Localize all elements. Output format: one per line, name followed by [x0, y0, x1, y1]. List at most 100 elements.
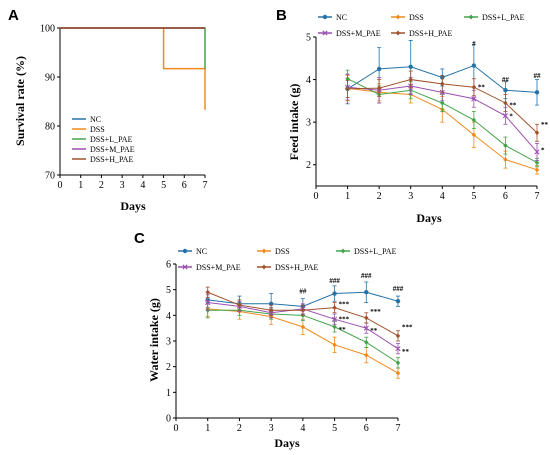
b-data-point-dss-l-pae — [471, 117, 477, 123]
c-data-point-dss-m-pae — [363, 325, 369, 331]
a-y-tick-label: 80 — [45, 122, 55, 133]
b-y-tick-label: 5 — [306, 33, 311, 44]
b-data-point-dss-m-pae — [534, 149, 540, 155]
b-data-point-nc — [503, 88, 508, 93]
b-legend-label-nc: NC — [336, 13, 347, 22]
c-significance-mark: ** — [339, 326, 347, 334]
c-y-tick-label: 6 — [166, 260, 171, 271]
b-data-point-dss-h-pae — [440, 81, 445, 87]
b-data-point-dss — [503, 157, 508, 163]
c-data-point-nc — [364, 290, 369, 295]
c-x-tick-label: 3 — [269, 423, 274, 434]
panel-label-c: C — [134, 230, 145, 247]
b-y-tick-label: 2 — [306, 160, 311, 171]
a-x-tick-label: 5 — [161, 180, 166, 191]
water-x-axis-title: Days — [274, 436, 300, 450]
survival-y-axis-title: Survival rate (%) — [13, 56, 27, 146]
c-significance-mark: ** — [402, 348, 410, 356]
a-legend-label-dss: DSS — [90, 125, 105, 134]
b-data-point-dss-m-pae — [471, 96, 477, 102]
b-legend-marker-dss — [395, 14, 401, 20]
a-x-tick-label: 2 — [99, 180, 104, 191]
c-legend-label-dss-m-pae: DSS+M_PAE — [196, 263, 241, 272]
b-data-point-nc — [408, 64, 413, 70]
panel-label-b: B — [276, 7, 287, 24]
c-data-point-dss-h-pae — [237, 302, 242, 308]
a-x-tick-label: 6 — [182, 180, 187, 191]
b-data-point-dss-h-pae — [408, 77, 413, 83]
c-data-point-dss-h-pae — [205, 289, 210, 295]
c-data-point-dss-h-pae — [332, 305, 337, 311]
b-data-point-dss — [534, 167, 540, 173]
c-data-point-dss — [364, 352, 369, 358]
c-legend-marker-dss-l-pae — [340, 248, 346, 254]
b-significance-mark: # — [472, 40, 476, 48]
b-x-tick-label: 2 — [377, 191, 382, 202]
b-data-point-dss-h-pae — [534, 130, 540, 136]
b-legend-marker-dss-m-pae — [322, 30, 328, 36]
b-x-tick-label: 1 — [345, 191, 350, 202]
c-significance-mark: ### — [393, 285, 404, 293]
b-legend-label-dss-l-pae: DSS+L_PAE — [482, 13, 525, 22]
b-x-tick-label: 0 — [314, 191, 319, 202]
c-data-point-dss-h-pae — [395, 333, 401, 339]
c-y-tick-label: 3 — [166, 337, 171, 348]
c-data-point-dss-h-pae — [268, 307, 274, 313]
c-significance-mark: *** — [339, 300, 350, 308]
c-data-point-nc — [332, 291, 337, 296]
b-legend-label-dss-m-pae: DSS+M_PAE — [336, 29, 381, 38]
a-legend-label-dss-m-pae: DSS+M_PAE — [90, 145, 135, 154]
b-significance-mark: ** — [509, 102, 517, 110]
feed-x-axis-title: Days — [416, 211, 442, 225]
c-x-tick-label: 4 — [300, 423, 305, 434]
panel-label-a: A — [8, 7, 19, 24]
b-data-point-dss — [471, 132, 477, 138]
a-x-tick-label: 4 — [140, 180, 145, 191]
c-significance-mark: *** — [370, 308, 381, 316]
b-data-point-dss-h-pae — [471, 84, 477, 90]
c-data-point-dss — [395, 370, 401, 376]
b-data-point-nc — [471, 63, 477, 68]
a-legend-label-dss-l-pae: DSS+L_PAE — [90, 135, 133, 144]
b-x-tick-label: 6 — [503, 191, 508, 202]
survival-x-axis-title: Days — [120, 199, 146, 213]
a-x-tick-label: 3 — [120, 180, 125, 191]
b-data-point-nc — [376, 66, 382, 72]
c-x-tick-label: 2 — [237, 423, 242, 434]
c-x-tick-label: 1 — [205, 423, 210, 434]
c-legend-label-dss: DSS — [275, 247, 290, 256]
c-legend-label-dss-l-pae: DSS+L_PAE — [354, 247, 397, 256]
a-y-tick-label: 70 — [45, 171, 55, 182]
c-y-tick-label: 1 — [166, 388, 171, 399]
c-legend-marker-dss — [261, 248, 267, 254]
c-significance-mark: ## — [299, 287, 307, 295]
b-data-point-dss-h-pae — [345, 86, 350, 92]
a-x-tick-label: 7 — [203, 180, 208, 191]
c-data-point-dss-m-pae — [205, 299, 211, 306]
b-significance-mark: ** — [478, 84, 486, 92]
c-y-tick-label: 0 — [166, 414, 171, 425]
b-legend-label-dss-h-pae: DSS+H_PAE — [409, 29, 452, 38]
b-significance-mark: * — [509, 112, 513, 120]
b-significance-mark: * — [541, 146, 545, 154]
a-y-tick-label: 100 — [40, 24, 55, 35]
c-data-point-dss-m-pae — [331, 316, 338, 322]
b-data-point-dss-l-pae — [440, 100, 445, 106]
b-x-tick-label: 3 — [408, 191, 413, 202]
b-y-tick-label: 4 — [306, 75, 311, 86]
b-data-point-dss-h-pae — [376, 85, 382, 91]
c-significance-mark: *** — [339, 316, 350, 324]
survival-chart: 0 1 2 3 4 5 6 7 70 80 90 100 NCDSSDSS+L_PAEDSS+M_PAE… — [40, 24, 208, 192]
b-significance-mark: ## — [502, 76, 510, 84]
c-data-point-dss-l-pae — [332, 324, 337, 330]
c-significance-mark: ** — [370, 327, 378, 335]
c-y-tick-label: 2 — [166, 362, 171, 373]
a-y-tick-label: 90 — [45, 73, 55, 84]
c-data-point-dss-h-pae — [364, 315, 369, 321]
water-y-axis-title: Water intake (g) — [147, 298, 161, 382]
c-data-point-dss — [332, 342, 337, 348]
c-data-point-dss-l-pae — [364, 339, 369, 345]
c-data-point-dss — [300, 324, 306, 330]
b-x-tick-label: 5 — [471, 191, 476, 202]
